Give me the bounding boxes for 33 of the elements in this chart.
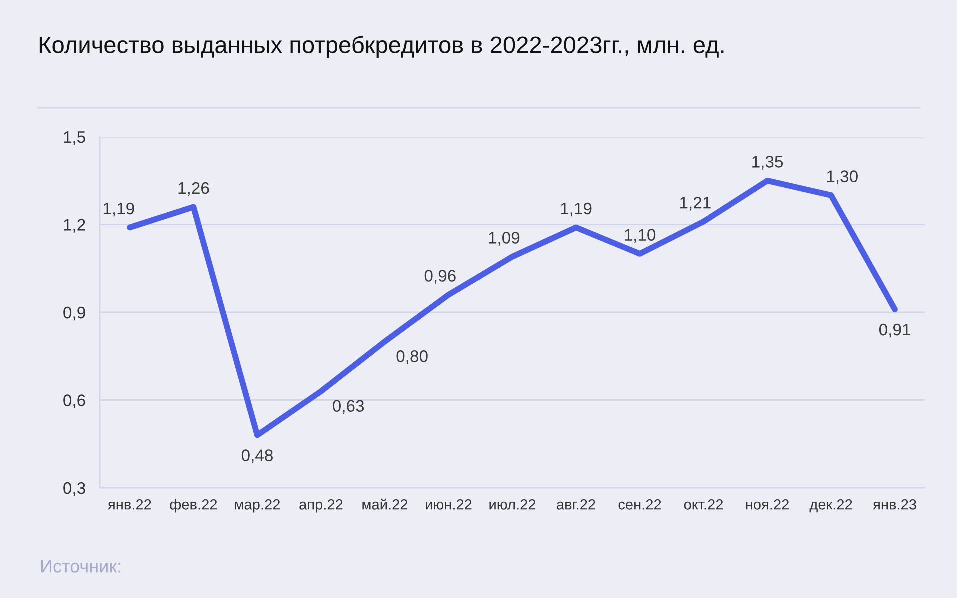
x-tick-label: май.22 — [362, 498, 408, 510]
x-tick-label: янв.23 — [873, 499, 916, 510]
data-label: 0,63 — [332, 400, 364, 414]
x-tick-label: окт.22 — [684, 499, 724, 510]
x-tick-label: июн.22 — [426, 499, 472, 510]
x-tick-label: сен.22 — [618, 499, 662, 510]
data-label: 1,35 — [752, 156, 784, 170]
x-tick-label: ноя.22 — [746, 499, 789, 510]
y-tick-label: 0,6 — [64, 394, 86, 408]
x-tick-label: фев.22 — [170, 499, 218, 513]
y-tick-label: 1,5 — [64, 132, 86, 146]
data-label: 0,48 — [242, 450, 273, 464]
chart-title: Количество выданных потребкредитов в 2022-2023гг., млн. ед. — [40, 36, 724, 58]
x-tick-label: апр.22 — [300, 499, 343, 513]
data-label: 1,30 — [827, 170, 858, 184]
data-label: 1,26 — [178, 182, 210, 196]
data-label: 1,19 — [104, 202, 134, 217]
x-tick-label: авг.22 — [557, 499, 596, 510]
x-tick-label: янв.22 — [108, 499, 152, 510]
data-label: 0,91 — [879, 324, 910, 338]
data-label: 1,09 — [489, 232, 520, 246]
x-tick-label: июл.22 — [490, 499, 536, 510]
data-label: 1,21 — [680, 197, 711, 211]
x-tick-label: мар.22 — [235, 499, 280, 513]
y-tick-label: 0,9 — [64, 306, 86, 321]
data-label: 1,10 — [625, 229, 656, 243]
data-label: 1,19 — [561, 202, 592, 217]
data-label: 0,80 — [396, 350, 428, 364]
x-tick-label: дек.22 — [810, 499, 852, 513]
text: Источник: — [41, 560, 120, 573]
data-label: 0,96 — [424, 270, 456, 284]
y-tick-label: 0,3 — [64, 482, 86, 496]
y-tick-label: 1,2 — [64, 219, 86, 233]
